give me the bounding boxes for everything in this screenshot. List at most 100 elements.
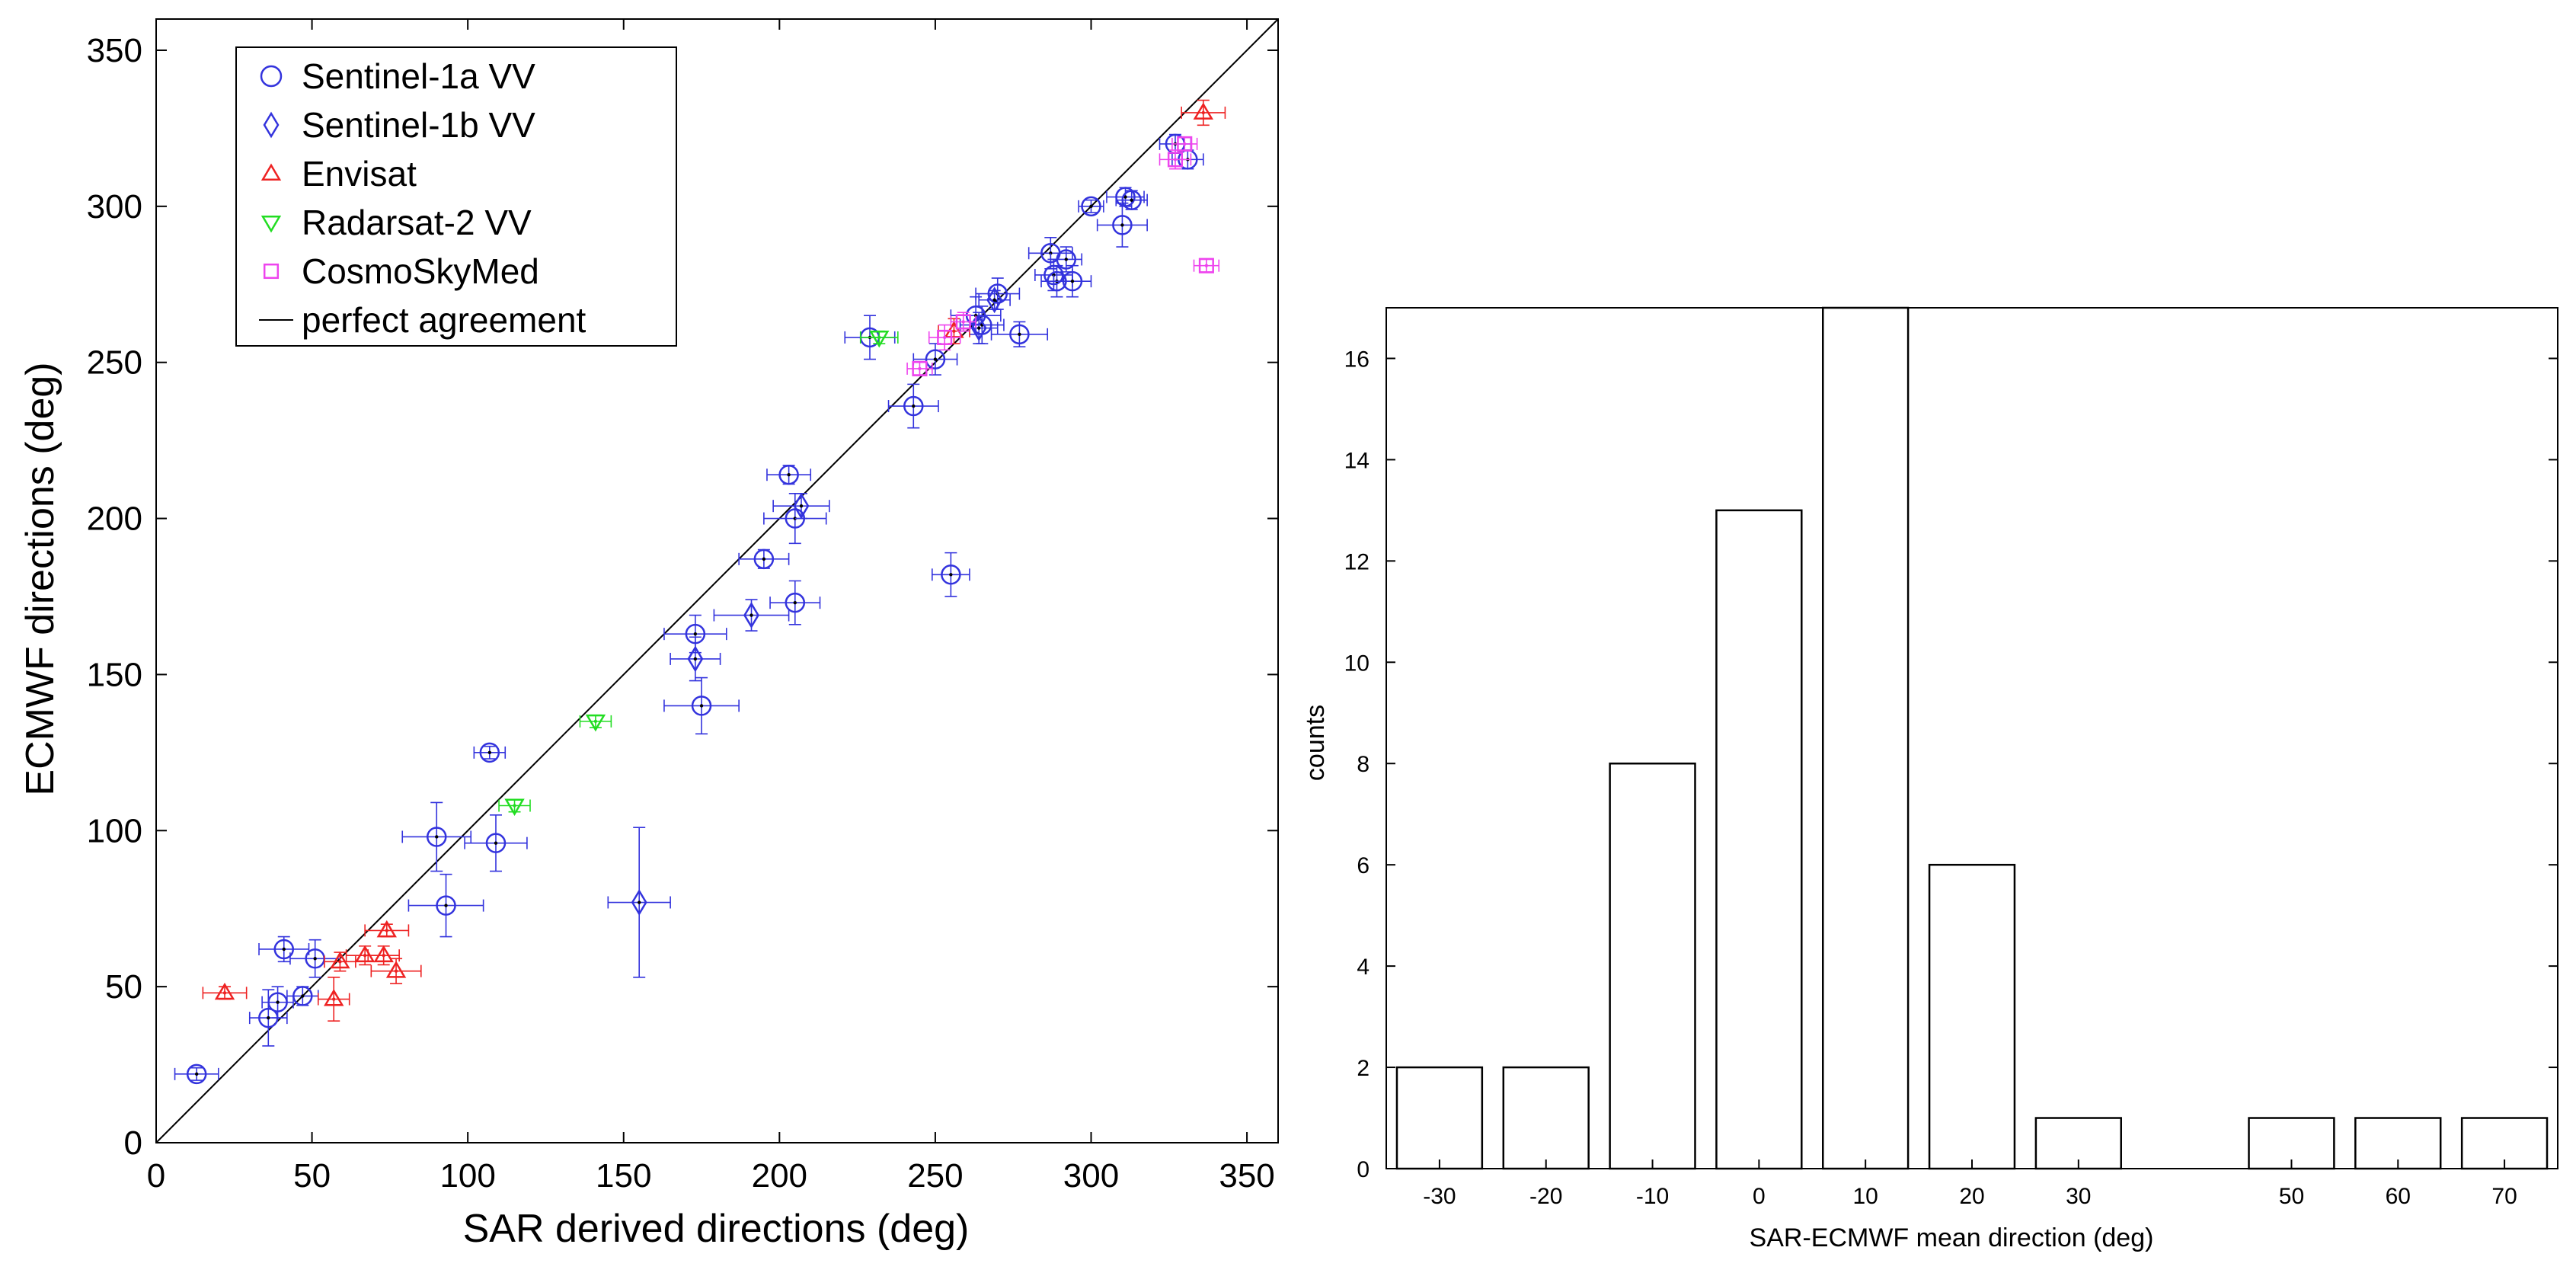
- cosmo-point: [1193, 257, 1220, 273]
- histogram-bar: [1715, 509, 1803, 1170]
- y-tick-label: 250: [87, 344, 142, 382]
- sentinel1a-point: [473, 742, 507, 763]
- histogram-bar: [1609, 762, 1696, 1170]
- legend-entry-radarsat2: Radarsat-2 VV: [260, 203, 532, 242]
- x-tick-label: 150: [596, 1157, 651, 1195]
- point-center: [918, 366, 922, 371]
- sentinel1a-marker: [753, 549, 775, 570]
- sentinel1b-point: [670, 636, 721, 682]
- point-center: [1070, 279, 1075, 283]
- point-center: [276, 1000, 280, 1004]
- point-center: [435, 835, 439, 839]
- envisat-point: [370, 958, 422, 984]
- hist-y-tick-label: 16: [1344, 347, 1369, 372]
- sentinel1a-point: [932, 552, 970, 597]
- histogram-y-axis-label: counts: [1301, 705, 1330, 781]
- envisat-marker: [376, 920, 397, 938]
- cosmo-marker: [1198, 257, 1214, 273]
- sentinel1a-marker: [987, 283, 1008, 304]
- hist-x-tick-label: 20: [1959, 1184, 1984, 1209]
- hist-y-tick-label: 2: [1357, 1056, 1369, 1081]
- sentinel1a-marker: [267, 992, 288, 1012]
- legend-label: Sentinel-1b VV: [302, 105, 535, 145]
- histogram-x-axis-label: SAR-ECMWF mean direction (deg): [1750, 1223, 2154, 1252]
- point-center: [1130, 198, 1133, 202]
- sentinel1a-point: [1106, 187, 1145, 207]
- histogram-bar: [1822, 306, 1910, 1170]
- point-center: [1173, 158, 1178, 162]
- point-center: [1052, 273, 1056, 277]
- point-center: [494, 841, 498, 845]
- envisat-marker: [1193, 102, 1213, 120]
- cosmo-marker: [1167, 152, 1184, 168]
- point-center: [762, 557, 766, 561]
- sentinel1a-point: [1053, 264, 1092, 298]
- cosmo-point: [1159, 149, 1192, 170]
- histogram-bar: [1928, 863, 2016, 1170]
- sentinel1a-point: [1050, 246, 1083, 273]
- point-center: [267, 1016, 270, 1020]
- scatter-panel: 0 50 100 150 200 250 300 350 0 50 100 150 200 250 300 3…: [18, 18, 1279, 1251]
- point-center: [444, 904, 448, 907]
- cosmo-point: [906, 360, 933, 376]
- point-center: [313, 957, 317, 961]
- sentinel1a-marker: [691, 696, 712, 716]
- point-center: [949, 573, 953, 577]
- sentinel1a-point: [286, 986, 319, 1006]
- y-tick-label: 350: [87, 32, 142, 69]
- x-tick-label: 0: [147, 1157, 165, 1195]
- x-tick-label: 50: [293, 1157, 331, 1195]
- point-center: [933, 357, 938, 361]
- legend-label: Radarsat-2 VV: [302, 203, 532, 242]
- hist-x-tick-label: -10: [1636, 1184, 1669, 1209]
- cosmo-marker: [937, 329, 953, 345]
- radarsat2-point: [579, 714, 612, 732]
- point-center: [793, 600, 797, 605]
- radarsat2-marker: [504, 798, 525, 816]
- envisat-marker: [214, 982, 235, 1000]
- sentinel1b-marker: [631, 889, 647, 916]
- point-center: [693, 657, 698, 661]
- envisat-point: [1181, 99, 1226, 126]
- point-center: [942, 335, 947, 340]
- envisat-point: [317, 977, 350, 1022]
- sentinel1a-marker: [292, 986, 313, 1006]
- sentinel1a-point: [887, 383, 939, 429]
- sentinel1a-marker: [1112, 215, 1133, 235]
- hist-x-tick-label: -20: [1529, 1184, 1562, 1209]
- envisat-point: [364, 920, 410, 938]
- y-tick-label: 50: [105, 968, 142, 1006]
- point-center: [877, 335, 881, 340]
- sentinel1a-marker: [1121, 190, 1142, 210]
- point-center: [1120, 223, 1124, 227]
- point-center: [1064, 257, 1068, 261]
- sentinel1a-point: [1078, 196, 1104, 217]
- sentinel1a-point: [766, 464, 812, 485]
- envisat-point: [202, 982, 248, 1000]
- x-tick-label: 300: [1063, 1157, 1119, 1195]
- point-center: [992, 298, 996, 302]
- hist-x-tick-label: 10: [1852, 1184, 1878, 1209]
- hist-x-tick-label: 50: [2279, 1184, 2304, 1209]
- sentinel1a-marker: [1062, 270, 1083, 292]
- sentinel1a-marker: [778, 464, 799, 485]
- point-center: [961, 320, 965, 324]
- point-center: [363, 953, 367, 958]
- legend-marker: [260, 163, 282, 181]
- point-center: [799, 504, 804, 508]
- legend-entry-cosmo: CosmoSkyMed: [263, 251, 539, 291]
- scatter-marks: [174, 99, 1226, 1085]
- histogram-panel: -30 -20 -10 0 10 20 30 50 60 70 0 2 4 6 8 10 12 14 16 SAR-…: [1301, 306, 2558, 1252]
- legend-items: Sentinel-1a VV Sentinel-1b VV Envisat Radar…: [259, 56, 586, 340]
- x-tick-label: 200: [752, 1157, 807, 1195]
- hist-y-tick-label: 8: [1357, 752, 1369, 777]
- sentinel1a-point: [990, 321, 1049, 348]
- sentinel1b-marker: [986, 286, 1003, 314]
- point-center: [487, 750, 492, 755]
- sentinel1a-marker: [485, 833, 507, 853]
- legend-marker: [260, 216, 282, 233]
- point-center: [394, 969, 398, 973]
- sentinel1a-point: [663, 676, 740, 735]
- sentinel1a-marker: [273, 939, 295, 960]
